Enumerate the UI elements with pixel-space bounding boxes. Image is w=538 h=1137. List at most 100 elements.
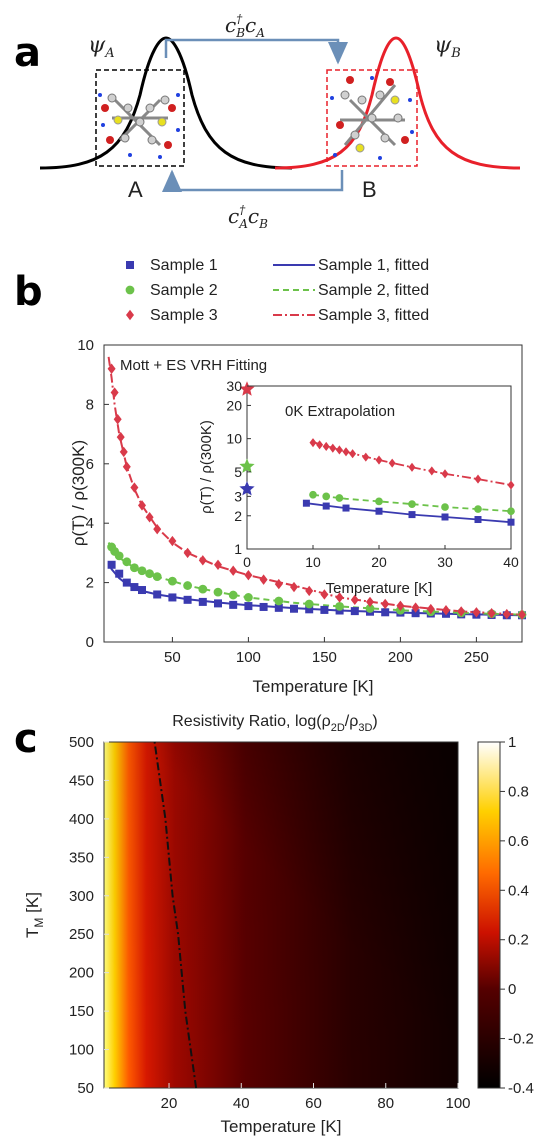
inset-data-point-sample-1 [408,511,416,519]
legend-label: Sample 1 [150,257,218,274]
heatmap-y-tick-label: 150 [69,1003,94,1020]
inset-data-point-sample-2 [309,490,317,499]
legend-item: Sample 1, fitted [273,257,429,274]
heatmap-title: Resistivity Ratio, log(ρ2D/ρ3D) [172,713,377,734]
heatmap-x-tick-label: 40 [233,1095,250,1112]
data-point-sample-3 [138,500,146,511]
inset-y-tick-label: 20 [226,397,242,413]
hop-a-to-b-arrow [164,38,348,65]
data-point-sample-3 [274,578,283,590]
x-tick-label: 200 [388,649,413,666]
colorbar-gradient [477,741,501,1089]
legend-label: Sample 2, fitted [318,282,429,299]
inset-x-axis-label: Temperature [K] [326,580,433,597]
heatmap-x-axis-ticks: 20 40 60 80 100 [161,1083,471,1112]
legend-marker [126,261,134,269]
inset-data-point-sample-2 [441,503,449,511]
legend-label: Sample 3 [150,307,218,324]
data-point-sample-2 [335,601,344,611]
site-a-gaussian-curve [39,36,293,170]
inset-data-point-sample-3 [349,449,357,459]
legend-marker [125,285,135,295]
panel-c-label: c [14,716,38,762]
colorbar-tick-label: 0.8 [508,783,529,800]
heatmap-y-axis-ticks: 50 100 150 200 250 300 350 400 450 500 [69,734,109,1097]
heatmap-y-tick-label: 350 [69,849,94,866]
inset-y-tick-label: 30 [226,378,242,394]
inset-data-point-sample-2 [375,497,383,506]
colorbar-tick-label: 0.4 [508,882,529,899]
inset-data-point-sample-3 [375,455,383,465]
inset-data-point-sample-3 [388,458,396,468]
y-tick-label: 6 [86,456,94,473]
data-point-sample-1 [138,586,146,595]
zero-contour-line [153,741,198,1089]
heatmap-y-tick-label: 250 [69,926,94,943]
data-point-sample-3 [145,512,154,523]
data-point-sample-1 [183,595,192,604]
heatmap-y-tick-label: 500 [69,734,94,751]
data-point-sample-3 [290,581,298,593]
heatmap-x-axis-label: Temperature [K] [221,1117,342,1136]
inset-data-point-sample-1 [474,516,482,524]
panel-b-label: b [14,269,43,315]
data-point-sample-2 [122,557,132,567]
heatmap-y-tick-label: 450 [69,772,94,789]
x-axis-ticks: 50 100 150 200 250 [164,637,489,666]
inset-y-tick-label: 1 [234,541,242,557]
legend-marker [126,309,134,321]
heatmap-y-tick-label: 300 [69,888,94,905]
data-point-sample-3 [214,559,222,570]
data-point-sample-1 [122,578,131,587]
legend-label: Sample 3, fitted [318,307,429,324]
data-point-sample-1 [411,609,420,618]
colorbar-tick-label: 0.2 [508,932,529,949]
heatmap-y-tick-label: 400 [69,811,94,828]
heatmap-x-tick-label: 100 [445,1095,470,1112]
legend-item: Sample 1 [126,257,218,274]
inset-y-tick-label: 5 [234,464,242,480]
data-point-sample-1 [320,605,329,614]
heatmap-y-tick-label: 100 [69,1042,94,1059]
heatmap-frame [103,741,459,1089]
data-point-sample-3 [110,387,119,398]
data-point-sample-3 [113,414,122,425]
legend-label: Sample 1, fitted [318,257,429,274]
y-tick-label: 8 [86,396,94,413]
data-point-sample-3 [116,431,125,443]
data-point-sample-2 [304,599,314,609]
colorbar-ticks: 1 0.8 0.6 0.4 0.2 0 -0.2 -0.4 [500,734,534,1097]
data-point-sample-1 [168,593,177,602]
heatmap-y-axis-label: TM [K] [23,892,46,938]
hop-b-to-a-arrow [162,169,344,192]
heatmap-x-tick-label: 20 [161,1095,178,1112]
inset-data-point-sample-1 [322,502,330,510]
data-point-sample-2 [130,563,139,573]
inset-data-point-sample-3 [342,447,350,457]
psi-a-label: ψA [88,33,115,61]
data-point-sample-2 [114,551,124,561]
data-point-sample-3 [119,446,128,458]
inset-x-tick-label: 40 [503,554,519,570]
heatmap-y-tick-label: 200 [69,965,94,982]
y-axis-label: ρ(T) / ρ(300K) [69,440,88,546]
data-point-sample-3 [411,602,420,613]
inset-data-point-sample-3 [362,452,370,462]
inset-data-point-sample-1 [507,518,515,526]
extrapolation-star-sample-3 [239,381,255,396]
fit-line-sample-3-fitted [107,356,523,616]
molecule-a-icon [98,93,180,159]
data-point-sample-1 [107,560,116,569]
inset-data-point-sample-3 [316,440,324,450]
data-point-sample-3 [472,607,481,618]
legend: Sample 1 Sample 2 Sample 3 Sample 1, fitted… [125,257,429,324]
data-point-sample-1 [381,608,390,617]
y-tick-label: 2 [86,575,94,592]
colorbar-tick-label: 0.6 [508,833,529,850]
inset-x-tick-label: 0 [243,554,251,570]
hop-top-operator: c† BcA [225,12,265,40]
legend-item: Sample 2, fitted [273,282,429,299]
data-point-sample-3 [442,605,450,616]
data-point-sample-2 [168,576,177,586]
legend-label: Sample 2 [150,282,218,299]
